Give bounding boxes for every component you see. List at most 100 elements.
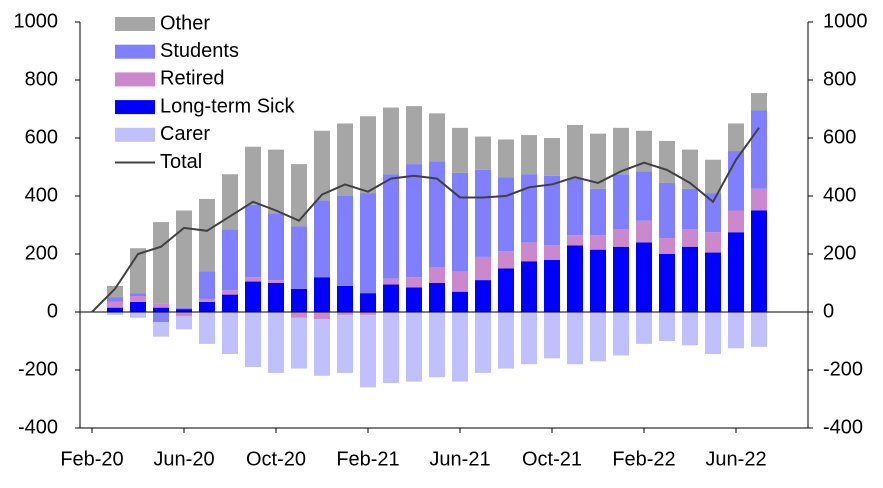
bar xyxy=(291,317,307,369)
bar xyxy=(153,222,169,304)
bar xyxy=(130,312,146,318)
bar xyxy=(245,312,261,368)
bar xyxy=(199,298,215,302)
bar xyxy=(360,314,376,388)
x-tick-label: Feb-22 xyxy=(612,448,675,470)
bar xyxy=(314,200,330,278)
bar xyxy=(567,312,583,365)
y-tick-label: 400 xyxy=(25,184,58,206)
bar xyxy=(544,312,560,359)
legend-swatch xyxy=(115,44,155,59)
bar xyxy=(314,130,330,201)
bar xyxy=(107,285,123,298)
bar xyxy=(567,124,583,179)
bar xyxy=(314,312,330,320)
bar xyxy=(130,293,146,297)
bar xyxy=(636,220,652,243)
bar xyxy=(521,261,537,312)
bar xyxy=(659,254,675,312)
bar xyxy=(613,312,629,356)
bar xyxy=(383,107,399,175)
legend-label: Total xyxy=(160,151,202,173)
bar xyxy=(567,178,583,236)
bar xyxy=(636,242,652,312)
bar xyxy=(268,213,284,281)
bar xyxy=(682,246,698,312)
bar xyxy=(337,312,353,315)
bar xyxy=(107,307,123,312)
y2-tick-label: 1000 xyxy=(823,10,868,32)
bar xyxy=(682,229,698,247)
bar xyxy=(613,229,629,247)
bar xyxy=(452,291,468,312)
y2-tick-label: 0 xyxy=(823,300,834,322)
bar xyxy=(705,193,721,233)
bar xyxy=(360,293,376,312)
bar xyxy=(360,193,376,294)
bar xyxy=(176,309,192,312)
bar xyxy=(222,312,238,355)
bar xyxy=(475,169,491,257)
bar xyxy=(383,174,399,279)
legend-swatch xyxy=(115,100,155,115)
bar xyxy=(107,312,123,315)
bar xyxy=(682,312,698,346)
y-tick-label: -200 xyxy=(18,358,58,380)
bar xyxy=(429,161,445,268)
bar xyxy=(222,294,238,312)
bar xyxy=(498,268,514,312)
bar xyxy=(659,238,675,254)
bar xyxy=(222,174,238,230)
bar xyxy=(452,312,468,382)
bar xyxy=(383,284,399,312)
legend-label: Carer xyxy=(160,123,210,145)
bar xyxy=(314,319,330,376)
bar xyxy=(659,182,675,239)
bar xyxy=(636,171,652,221)
bar xyxy=(245,277,261,282)
total-line xyxy=(91,127,760,313)
bar xyxy=(544,175,560,246)
bar xyxy=(705,159,721,194)
bar xyxy=(291,288,307,312)
bar xyxy=(199,312,215,344)
bar xyxy=(567,235,583,246)
bar xyxy=(728,312,744,349)
bar xyxy=(682,188,698,230)
y-tick-label: 1000 xyxy=(14,10,59,32)
bar xyxy=(521,242,537,262)
bar xyxy=(176,316,192,330)
bar xyxy=(452,271,468,292)
bar xyxy=(199,198,215,272)
bar xyxy=(153,303,169,308)
bar xyxy=(337,285,353,312)
bar xyxy=(544,138,560,176)
bar xyxy=(153,307,169,312)
bar xyxy=(452,127,468,173)
x-tick-label: Jun-22 xyxy=(705,448,766,470)
bar xyxy=(475,136,491,170)
bar xyxy=(498,251,514,269)
bar xyxy=(728,123,744,152)
bar xyxy=(521,312,537,365)
bar xyxy=(176,210,192,308)
bar xyxy=(406,106,422,165)
bar xyxy=(705,252,721,312)
bar xyxy=(130,301,146,312)
bar xyxy=(429,267,445,283)
bar xyxy=(337,196,353,286)
bar xyxy=(291,226,307,289)
bar xyxy=(222,229,238,291)
legend-swatch xyxy=(115,127,155,142)
bar xyxy=(245,281,261,312)
bar xyxy=(360,312,376,315)
bar xyxy=(268,280,284,283)
bar xyxy=(383,312,399,384)
bar xyxy=(245,204,261,278)
bar xyxy=(636,312,652,344)
legend-label: Students xyxy=(160,40,239,62)
y-tick-label: -400 xyxy=(18,416,58,438)
bar xyxy=(429,283,445,312)
bar xyxy=(590,133,606,189)
bar xyxy=(153,322,169,337)
